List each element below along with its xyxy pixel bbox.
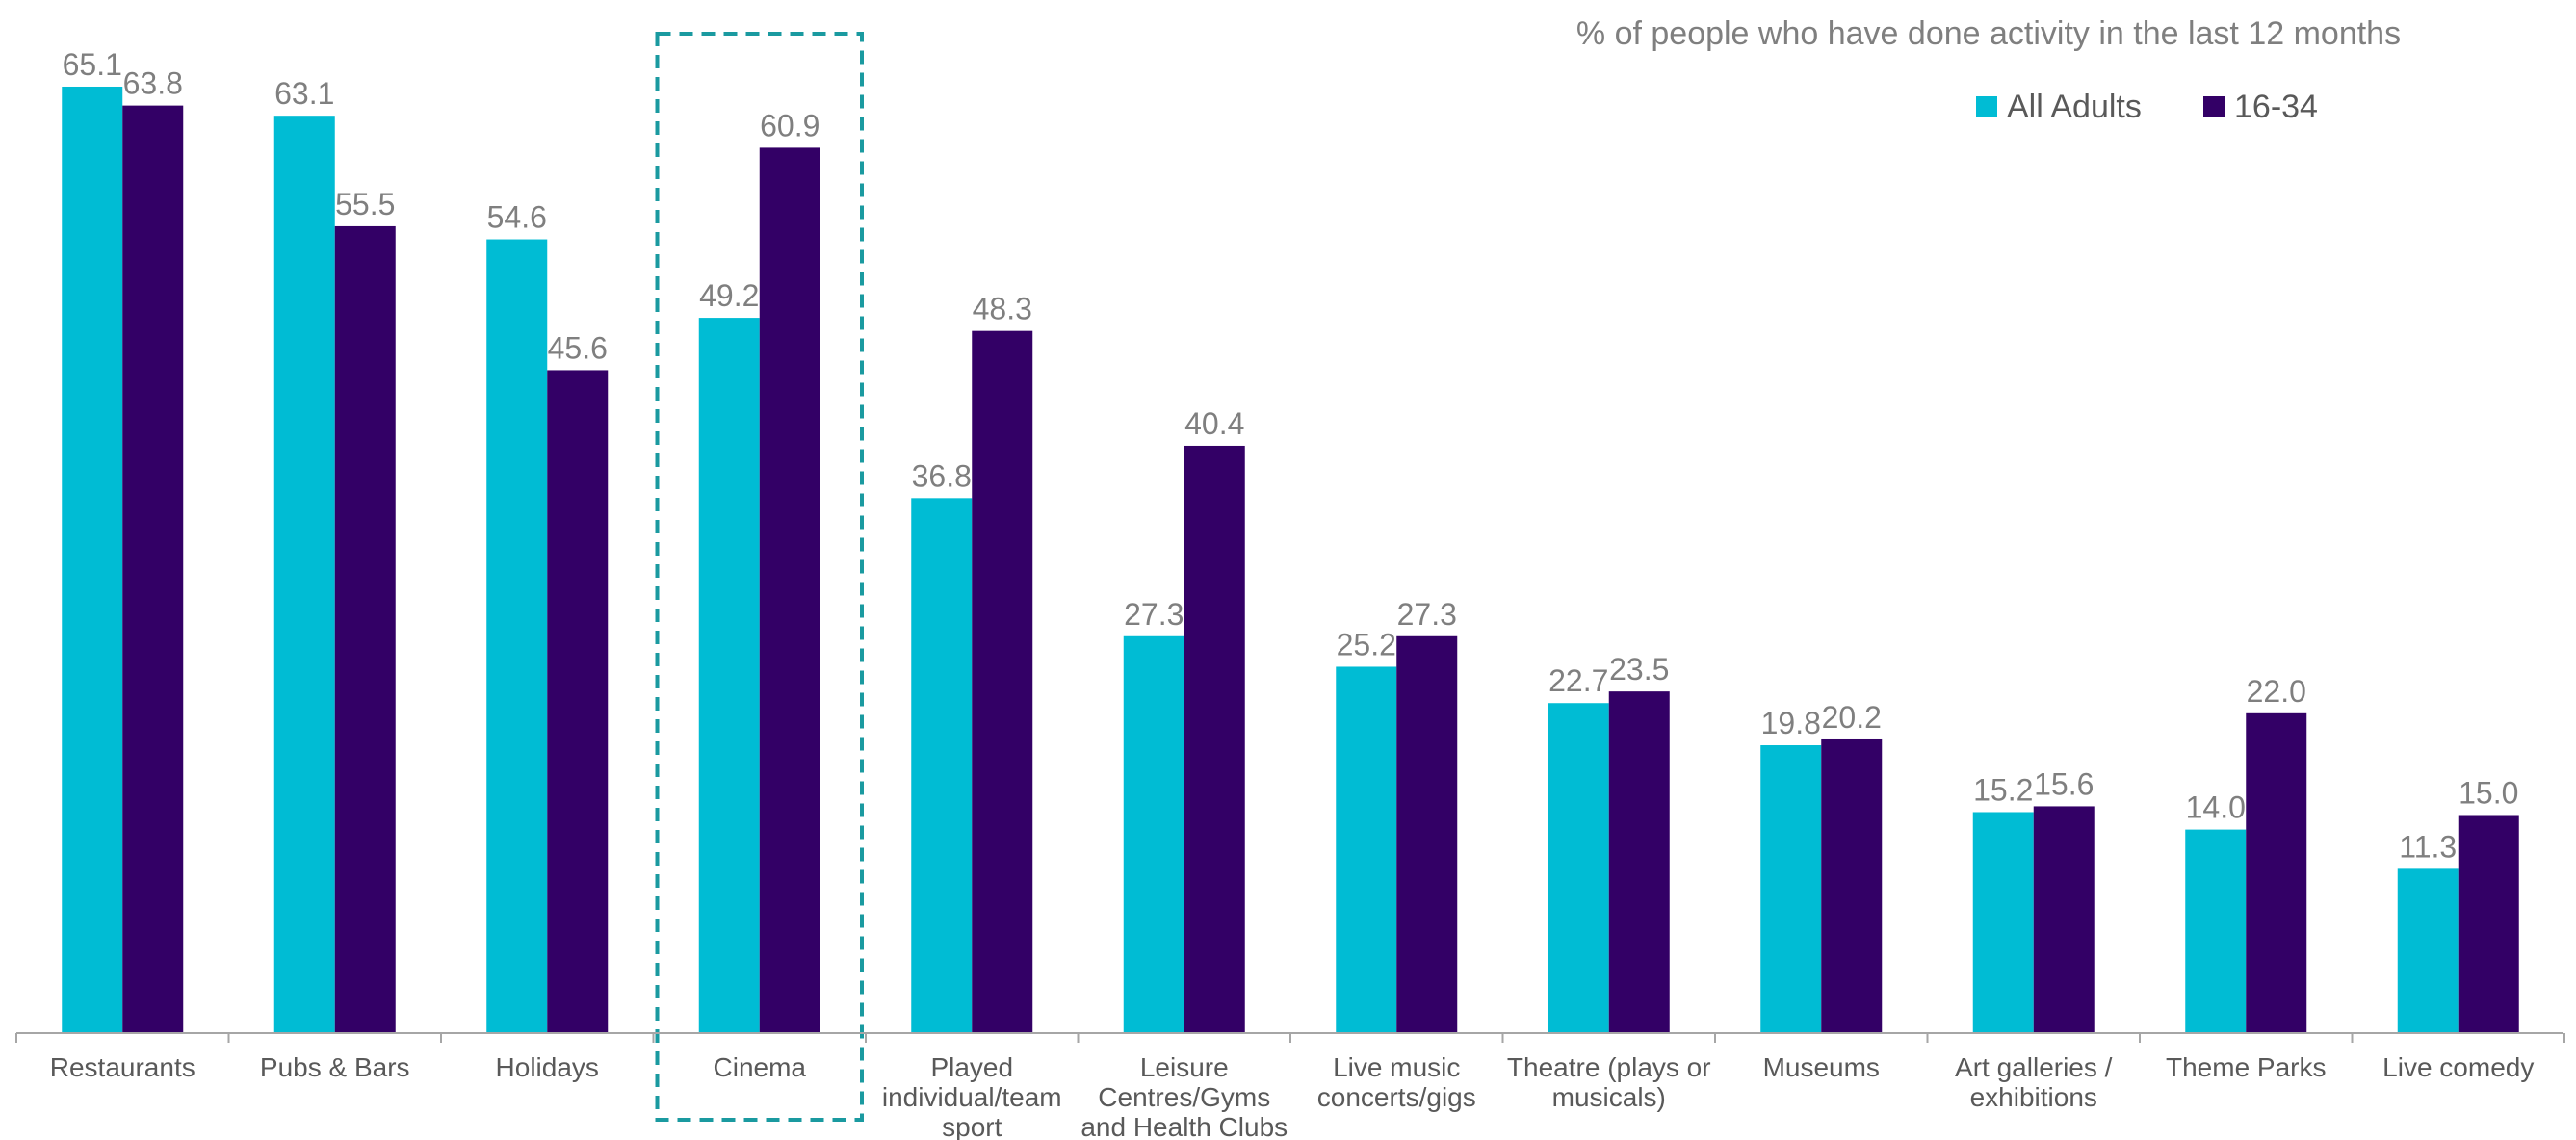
value-label-all-adults-theme-parks: 14.0 (2186, 790, 2246, 825)
category-label-cinema: Cinema (714, 1052, 807, 1082)
value-label-16-34-museums: 20.2 (1822, 700, 1882, 735)
bar-16-34-art-galleries-exhibitions (2033, 806, 2095, 1033)
bar-all-adults-cinema (698, 318, 760, 1034)
bar-all-adults-art-galleries-exhibitions (1972, 812, 2034, 1033)
value-label-16-34-leisure-centres-gyms-and-health-clubs: 40.4 (1184, 406, 1244, 441)
value-label-16-34-pubs-bars: 55.5 (335, 187, 395, 221)
bar-all-adults-museums (1760, 745, 1822, 1033)
category-label-leisure-centres-gyms-and-health-clubs: Leisure Centres/Gyms and Health Clubs (1080, 1052, 1288, 1140)
bar-16-34-theme-parks (2246, 712, 2307, 1033)
value-label-16-34-cinema: 60.9 (760, 108, 820, 142)
bar-all-adults-theme-parks (2185, 829, 2247, 1033)
category-label-art-galleries-exhibitions: Art galleries / exhibitions (1955, 1052, 2113, 1112)
value-label-all-adults-live-comedy: 11.3 (2399, 829, 2457, 864)
bar-all-adults-pubs-bars (273, 116, 335, 1033)
value-label-all-adults-holidays: 54.6 (487, 200, 547, 235)
highlight-box-layer (655, 32, 864, 1122)
legend-swatch-16-34 (2203, 96, 2225, 117)
bar-all-adults-restaurants (62, 86, 123, 1034)
value-label-all-adults-cinema: 49.2 (699, 278, 759, 313)
category-label-holidays: Holidays (496, 1052, 599, 1082)
bar-16-34-played-individual-team-sport (972, 330, 1033, 1033)
bar-all-adults-theatre-plays-or-musicals (1548, 703, 1609, 1033)
category-label-museums: Museums (1763, 1052, 1880, 1082)
bar-16-34-live-comedy (2458, 815, 2519, 1033)
bar-16-34-pubs-bars (334, 225, 396, 1033)
bar-all-adults-live-music-concerts-gigs (1336, 666, 1397, 1033)
value-label-16-34-theatre-plays-or-musicals: 23.5 (1609, 652, 1669, 687)
chart-legend: All Adults 16-34 (1976, 89, 2318, 125)
value-label-16-34-played-individual-team-sport: 48.3 (973, 292, 1032, 326)
value-label-16-34-restaurants: 63.8 (123, 66, 183, 101)
bar-all-adults-holidays (486, 239, 548, 1034)
value-label-all-adults-restaurants: 65.1 (63, 47, 122, 82)
value-labels-layer: 65.163.8 63.1 55.5 54.6 45.6 49.2 60.9 36.8 48.3… (63, 47, 2519, 864)
x-axis (15, 1032, 2565, 1043)
bar-16-34-live-music-concerts-gigs (1396, 635, 1458, 1033)
value-label-all-adults-theatre-plays-or-musicals: 22.7 (1548, 663, 1608, 698)
bars-layer (62, 86, 2519, 1034)
category-label-pubs-bars: Pubs & Bars (260, 1052, 410, 1082)
bar-16-34-museums (1821, 738, 1883, 1033)
bar-all-adults-played-individual-team-sport (911, 498, 973, 1033)
value-label-all-adults-museums: 19.8 (1761, 706, 1821, 740)
bar-all-adults-leisure-centres-gyms-and-health-clubs (1123, 635, 1184, 1033)
value-label-all-adults-played-individual-team-sport: 36.8 (912, 458, 972, 493)
bar-16-34-leisure-centres-gyms-and-health-clubs (1184, 445, 1245, 1034)
bar-16-34-restaurants (122, 105, 184, 1034)
bar-16-34-theatre-plays-or-musicals (1608, 691, 1670, 1033)
value-label-16-34-art-galleries-exhibitions: 15.6 (2034, 766, 2094, 801)
legend-swatch-all-adults (1976, 96, 1997, 117)
value-label-16-34-theme-parks: 22.0 (2247, 674, 2306, 709)
bar-all-adults-live-comedy (2397, 868, 2459, 1033)
category-label-played-individual-team-sport: Played individual/team sport (882, 1052, 1062, 1140)
highlight-box-cinema (655, 32, 864, 1122)
value-label-16-34-live-comedy: 15.0 (2459, 776, 2518, 811)
value-label-16-34-live-music-concerts-gigs: 27.3 (1397, 597, 1457, 632)
legend-label-16-34: 16-34 (2234, 89, 2318, 125)
category-label-live-comedy: Live comedy (2382, 1052, 2534, 1082)
value-label-all-adults-pubs-bars: 63.1 (274, 76, 334, 111)
category-labels-layer: Restaurants Pubs & Bars Holidays Cinema Play… (50, 1052, 2535, 1140)
bar-16-34-cinema (759, 147, 820, 1033)
category-label-live-music-concerts-gigs: Live music concerts/gigs (1317, 1052, 1476, 1112)
legend-label-all-adults: All Adults (2007, 89, 2142, 125)
category-label-theatre-plays-or-musicals: Theatre (plays or musicals) (1507, 1052, 1711, 1112)
value-label-all-adults-leisure-centres-gyms-and-health-clubs: 27.3 (1124, 597, 1184, 632)
bar-16-34-holidays (547, 370, 609, 1033)
value-label-all-adults-live-music-concerts-gigs: 25.2 (1337, 627, 1396, 661)
category-label-theme-parks: Theme Parks (2166, 1052, 2327, 1082)
value-label-all-adults-art-galleries-exhibitions: 15.2 (1973, 772, 2033, 807)
chart-subtitle: % of people who have done activity in th… (1576, 15, 2401, 52)
category-label-restaurants: Restaurants (50, 1052, 195, 1082)
value-label-16-34-holidays: 45.6 (548, 330, 608, 365)
